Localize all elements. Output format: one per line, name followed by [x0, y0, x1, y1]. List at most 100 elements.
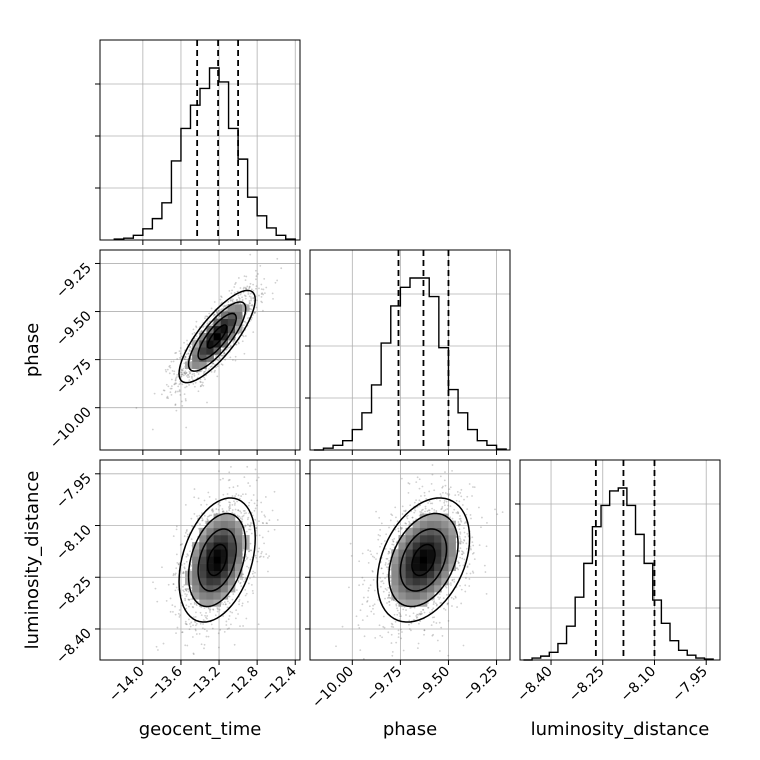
scatter-point [236, 514, 239, 517]
scatter-point [186, 587, 189, 590]
scatter-point [458, 528, 461, 531]
scatter-point [457, 568, 460, 571]
scatter-point [451, 605, 453, 607]
scatter-point [262, 288, 265, 291]
scatter-point [171, 604, 174, 607]
scatter-point [246, 565, 248, 568]
scatter-point [211, 509, 213, 512]
scatter-point [211, 323, 214, 326]
scatter-point [276, 519, 279, 521]
scatter-point [440, 601, 443, 604]
scatter-point [256, 499, 259, 502]
scatter-point [203, 607, 206, 609]
scatter-point [202, 326, 205, 329]
scatter-point [162, 389, 165, 392]
scatter-point [249, 522, 252, 524]
scatter-point [361, 619, 364, 622]
scatter-point [228, 615, 231, 617]
scatter-point [384, 562, 387, 564]
scatter-point [264, 292, 266, 295]
scatter-point [224, 603, 227, 606]
scatter-point [194, 615, 197, 618]
density-block [427, 556, 435, 564]
scatter-point [408, 628, 411, 630]
scatter-point [377, 538, 380, 541]
scatter-point [153, 392, 156, 395]
scatter-point [419, 620, 422, 623]
scatter-point [401, 505, 404, 508]
scatter-point [250, 288, 253, 291]
scatter-point [254, 468, 257, 471]
scatter-point [245, 617, 248, 620]
scatter-point [421, 508, 424, 511]
scatter-point [242, 625, 244, 627]
density-block [213, 513, 222, 522]
scatter-point [198, 514, 201, 517]
scatter-point [172, 572, 175, 575]
scatter-point [469, 572, 472, 575]
density-block [434, 513, 442, 522]
scatter-point [190, 517, 193, 520]
scatter-point [365, 662, 367, 664]
scatter-point [361, 603, 364, 606]
scatter-point [380, 567, 383, 570]
scatter-point [387, 563, 390, 566]
scatter-point [229, 610, 232, 613]
scatter-point [239, 302, 242, 305]
x-tick-label: −9.25 [460, 664, 502, 706]
scatter-point [249, 292, 252, 295]
scatter-point [420, 613, 423, 616]
scatter-point [459, 523, 461, 526]
scatter-point [194, 628, 197, 631]
scatter-point [212, 510, 214, 513]
scatter-point [253, 311, 256, 314]
scatter-point [379, 577, 382, 579]
density-block [220, 549, 229, 557]
density-block [412, 556, 421, 564]
scatter-point [387, 550, 390, 553]
density-block [412, 527, 421, 536]
scatter-point [193, 601, 196, 604]
scatter-point [223, 304, 226, 307]
scatter-point [222, 493, 225, 496]
scatter-point [187, 605, 190, 608]
scatter-point [411, 516, 414, 519]
scatter-point [242, 287, 245, 290]
axes-frame [519, 459, 721, 661]
scatter-point [235, 343, 238, 346]
scatter-point [501, 511, 504, 514]
scatter-point [408, 482, 411, 485]
scatter-point [470, 548, 472, 551]
density-block [206, 347, 214, 355]
scatter-point [224, 603, 227, 606]
scatter-point [213, 313, 216, 316]
density-block [419, 577, 428, 586]
scatter-point [443, 607, 445, 610]
scatter-point [257, 550, 260, 553]
scatter-point [244, 295, 247, 298]
density-block [227, 513, 236, 522]
density-block [391, 585, 399, 593]
scatter-point [216, 312, 219, 314]
joint-content [135, 253, 283, 431]
scatter-point [185, 426, 188, 429]
scatter-point [170, 393, 173, 396]
density-block [220, 332, 229, 341]
scatter-point [204, 520, 207, 523]
scatter-point [468, 585, 471, 587]
scatter-point [459, 542, 462, 545]
scatter-point [203, 499, 206, 502]
scatter-point [399, 613, 402, 616]
scatter-point [388, 600, 391, 603]
scatter-point [240, 512, 243, 514]
scatter-point [228, 507, 231, 510]
scatter-point [412, 612, 415, 615]
scatter-point [438, 621, 441, 624]
scatter-point [461, 553, 464, 556]
scatter-point [247, 482, 250, 484]
scatter-point [184, 504, 187, 506]
scatter-point [389, 576, 392, 579]
scatter-point [188, 375, 191, 378]
scatter-point [248, 550, 250, 553]
density-block [227, 325, 236, 334]
